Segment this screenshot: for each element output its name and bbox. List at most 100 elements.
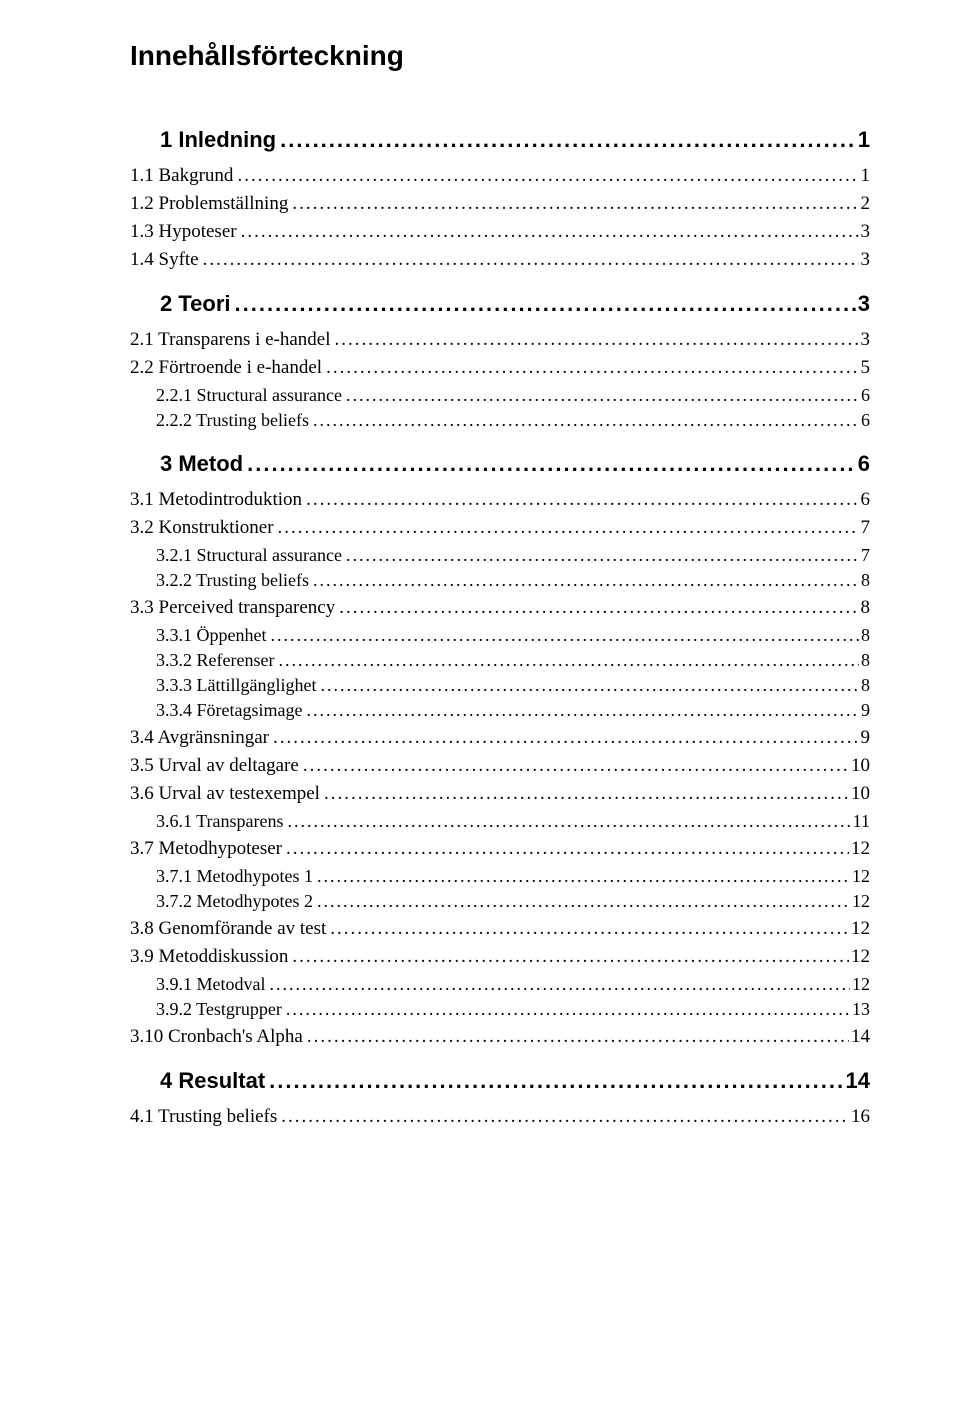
toc-leader-dots [273,727,859,749]
toc-entry-label: 3.7.2 Metodhypotes 2 [130,891,313,912]
toc-entry-page: 12 [850,974,870,995]
toc-leader-dots [241,221,859,243]
toc-entry-page: 8 [859,597,871,619]
toc-entry-label: 3.3 Perceived transparency [130,597,335,619]
toc-leader-dots [346,545,859,566]
toc-entry-page: 12 [849,838,870,860]
toc-entry-page: 13 [850,999,870,1020]
toc-entry-label: 3.2.2 Trusting beliefs [130,570,309,591]
toc-entry-label: 3.9.1 Metodval [130,974,266,995]
toc-entry-label: 3.3.4 Företagsimage [130,700,302,721]
toc-entry-label: 2 Teori [130,291,231,317]
toc-entry-label: 3.9.2 Testgrupper [130,999,282,1020]
toc-entry-label: 3.3.2 Referenser [130,650,274,671]
document-page: Innehållsförteckning 1 Inledning11.1 Bak… [0,0,960,1194]
toc-entry: 3.2 Konstruktioner7 [130,517,870,539]
toc-entry-page: 6 [859,410,870,431]
toc-entry-page: 8 [859,650,870,671]
toc-entry: 1.3 Hypoteser3 [130,221,870,243]
toc-entry-label: 1.2 Problemställning [130,193,288,215]
toc-leader-dots [317,891,850,912]
toc-entry-label: 2.1 Transparens i e-handel [130,329,331,351]
toc-leader-dots [346,385,859,406]
toc-entry: 3.2.2 Trusting beliefs8 [130,570,870,591]
toc-entry: 3.2.1 Structural assurance 7 [130,545,870,566]
toc-entry: 4 Resultat 14 [130,1068,870,1094]
toc-entry-label: 4.1 Trusting beliefs [130,1106,277,1128]
toc-entry: 3.7.2 Metodhypotes 2 12 [130,891,870,912]
toc-leader-dots [292,946,849,968]
toc-leader-dots [324,783,849,805]
toc-entry-label: 3.3.3 Lättillgänglighet [130,675,316,696]
toc-leader-dots [270,625,859,646]
toc-leader-dots [320,675,859,696]
toc-entry-page: 3 [859,329,871,351]
toc-entry-label: 1 Inledning [130,127,276,153]
toc-entry: 3.5 Urval av deltagare 10 [130,755,870,777]
toc-leader-dots [326,357,858,379]
toc-entry-page: 14 [844,1068,870,1094]
toc-leader-dots [281,1106,849,1128]
toc-entry: 3 Metod 6 [130,451,870,477]
toc-leader-dots [278,517,859,539]
toc-entry-page: 7 [859,545,870,566]
toc-entry: 1.4 Syfte3 [130,249,870,271]
toc-entry: 3.3 Perceived transparency 8 [130,597,870,619]
toc-entry-label: 3.6.1 Transparens [130,811,284,832]
toc-entry-label: 1.1 Bakgrund [130,165,233,187]
toc-entry: 1.1 Bakgrund1 [130,165,870,187]
toc-entry-label: 3.10 Cronbach's Alpha [130,1026,303,1048]
toc-entry: 2.2.2 Trusting beliefs6 [130,410,870,431]
toc-entry-label: 3.1 Metodintroduktion [130,489,302,511]
toc-entry-label: 4 Resultat [130,1068,265,1094]
toc-entry: 3.7.1 Metodhypotes 112 [130,866,870,887]
toc-leader-dots [247,451,856,477]
toc-entry-page: 12 [849,946,870,968]
toc-leader-dots [335,329,859,351]
toc-entry-page: 3 [859,249,871,271]
toc-entry-label: 2.2 Förtroende i e-handel [130,357,322,379]
toc-entry: 2 Teori 3 [130,291,870,317]
toc-entry: 3.3.3 Lättillgänglighet8 [130,675,870,696]
toc-entry-page: 10 [849,783,870,805]
toc-entry-page: 8 [859,625,870,646]
toc-entry: 3.9.2 Testgrupper 13 [130,999,870,1020]
toc-leader-dots [306,700,859,721]
toc-leader-dots [313,570,859,591]
toc-entry-label: 1.3 Hypoteser [130,221,237,243]
toc-entry: 1 Inledning 1 [130,127,870,153]
toc-entry-page: 10 [849,755,870,777]
toc-leader-dots [286,838,849,860]
toc-entry-label: 3.6 Urval av testexempel [130,783,320,805]
toc-entry-page: 2 [859,193,871,215]
toc-entry: 3.3.2 Referenser 8 [130,650,870,671]
toc-entry-page: 7 [859,517,871,539]
toc-entry-label: 3.4 Avgränsningar [130,727,269,749]
toc-entry: 4.1 Trusting beliefs16 [130,1106,870,1128]
toc-entry: 3.10 Cronbach's Alpha14 [130,1026,870,1048]
toc-leader-dots [306,489,858,511]
toc-leader-dots [203,249,859,271]
toc-entry-label: 3.7.1 Metodhypotes 1 [130,866,313,887]
toc-entry: 2.2.1 Structural assurance6 [130,385,870,406]
toc-leader-dots [292,193,858,215]
toc-entry-label: 3.5 Urval av deltagare [130,755,299,777]
toc-leader-dots [288,811,851,832]
toc-entry-page: 9 [859,727,871,749]
toc-entry-label: 3 Metod [130,451,243,477]
toc-entry-page: 12 [850,891,870,912]
toc-entry: 3.1 Metodintroduktion6 [130,489,870,511]
toc-entry: 3.8 Genomförande av test12 [130,918,870,940]
toc-entry-page: 6 [859,385,870,406]
toc-entry-page: 1 [856,127,870,153]
toc-entry: 3.6.1 Transparens11 [130,811,870,832]
toc-entry-page: 6 [856,451,870,477]
toc-leader-dots [278,650,859,671]
toc-entry-label: 3.7 Metodhypoteser [130,838,282,860]
toc-leader-dots [303,755,849,777]
toc-entry-page: 9 [859,700,870,721]
toc-entry-label: 3.2.1 Structural assurance [130,545,342,566]
toc-entry: 3.7 Metodhypoteser 12 [130,838,870,860]
toc-entry-page: 3 [856,291,870,317]
toc-entry: 2.1 Transparens i e-handel 3 [130,329,870,351]
